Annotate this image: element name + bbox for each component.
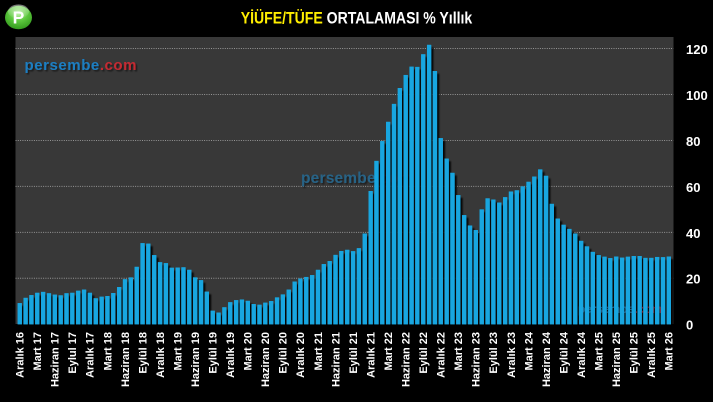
svg-text:Eylül 24: Eylül 24: [558, 331, 570, 373]
svg-text:Eylül 20: Eylül 20: [278, 332, 290, 374]
svg-text:Eylül 18: Eylül 18: [137, 332, 149, 374]
svg-text:Mart 20: Mart 20: [243, 332, 255, 371]
svg-text:Eylul 17: Eylul 17: [67, 332, 79, 374]
svg-text:Mart 26: Mart 26: [664, 332, 676, 371]
svg-text:Aralık 22: Aralık 22: [436, 332, 448, 378]
svg-text:Haziran 18: Haziran 18: [120, 332, 132, 387]
svg-text:Haziran 24: Haziran 24: [541, 331, 553, 387]
svg-text:Aralık 20: Aralık 20: [295, 332, 307, 378]
svg-text:Aralık 24: Aralık 24: [576, 331, 588, 378]
svg-text:Mart 21: Mart 21: [313, 332, 325, 371]
svg-text:Eylül 22: Eylül 22: [418, 332, 430, 374]
svg-text:Aralık 25: Aralık 25: [646, 332, 658, 378]
svg-text:Haziran 19: Haziran 19: [190, 332, 202, 387]
svg-text:YİÜFE/TÜFE ORTALAMASI % Yıllık: YİÜFE/TÜFE ORTALAMASI % Yıllık: [241, 9, 473, 28]
svg-text:40: 40: [686, 226, 700, 241]
svg-text:Aralık 17: Aralık 17: [85, 332, 97, 378]
svg-text:20: 20: [686, 272, 700, 287]
svg-text:Haziran 23: Haziran 23: [471, 332, 483, 387]
svg-text:60: 60: [686, 180, 700, 195]
svg-text:Aralık 23: Aralık 23: [506, 332, 518, 378]
svg-text:Mart 19: Mart 19: [172, 332, 184, 371]
svg-text:120: 120: [686, 42, 708, 57]
svg-text:Eylül 25: Eylül 25: [629, 332, 641, 374]
svg-text:Aralık 16: Aralık 16: [15, 332, 27, 378]
svg-text:Mart 17: Mart 17: [32, 332, 44, 371]
svg-text:Eylül 21: Eylül 21: [348, 332, 360, 374]
svg-text:Aralık 19: Aralık 19: [225, 332, 237, 378]
svg-text:P: P: [13, 8, 25, 28]
svg-text:Eylül 19: Eylül 19: [208, 332, 220, 374]
svg-text:Haziran 22: Haziran 22: [401, 332, 413, 387]
svg-text:Eylül 23: Eylül 23: [488, 332, 500, 374]
svg-text:Haziran 20: Haziran 20: [260, 332, 272, 387]
svg-text:Haziran 25: Haziran 25: [611, 332, 623, 387]
svg-text:0: 0: [686, 318, 693, 333]
svg-text:Mart 25: Mart 25: [593, 332, 605, 371]
svg-text:80: 80: [686, 134, 700, 149]
svg-text:Aralık 18: Aralık 18: [155, 332, 167, 378]
svg-text:Mart 23: Mart 23: [453, 332, 465, 371]
svg-text:Haziran 17: Haziran 17: [50, 332, 62, 387]
svg-text:Aralık 21: Aralık 21: [365, 332, 377, 378]
svg-text:Mart 24: Mart 24: [523, 331, 535, 370]
svg-text:Mart 22: Mart 22: [383, 332, 395, 371]
svg-text:Mart 18: Mart 18: [102, 332, 114, 371]
svg-text:Haziran 21: Haziran 21: [330, 332, 342, 387]
svg-text:persembe.com: persembe.com: [25, 57, 137, 74]
svg-text:100: 100: [686, 88, 708, 103]
